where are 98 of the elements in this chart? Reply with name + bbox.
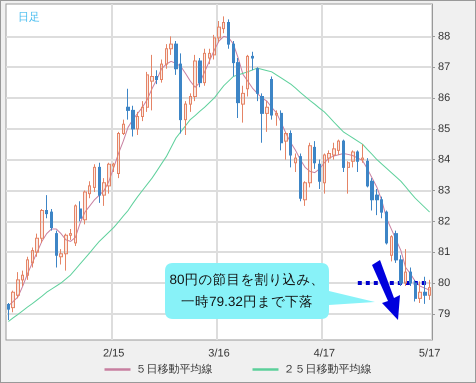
candlestick [332, 142, 336, 160]
candlestick [83, 190, 87, 225]
candlestick [217, 20, 221, 44]
candlestick [11, 290, 15, 313]
candlestick [428, 279, 431, 300]
line-series [8, 36, 430, 306]
candlestick [74, 204, 77, 246]
candlestick [141, 100, 144, 122]
candlestick [26, 256, 29, 280]
annotation: 80円の節目を割り込み、 [169, 271, 325, 289]
x-tick-label: 3/16 [208, 348, 230, 360]
candlestick [136, 111, 139, 136]
candlestick [122, 119, 125, 136]
candlestick [241, 85, 245, 124]
candlestick [270, 76, 273, 120]
candlestick [423, 276, 427, 304]
candlestick [299, 153, 302, 202]
candlestick [184, 100, 187, 136]
candlestick [351, 150, 355, 168]
candlestick [418, 280, 422, 304]
candlestick [284, 131, 288, 160]
candlestick [356, 150, 359, 172]
candlestick [69, 228, 72, 240]
x-tick-label: 2/15 [102, 348, 124, 360]
candlestick [160, 58, 163, 84]
candlestick [169, 36, 173, 56]
candlestick [16, 272, 20, 299]
candlestick [93, 164, 96, 193]
candlestick [342, 139, 345, 172]
candlestick [404, 248, 407, 287]
candlestick [107, 162, 111, 194]
legend-label: ２５日移動平均線 [284, 364, 372, 376]
candlestick [385, 210, 388, 245]
candlestick [227, 18, 230, 50]
candlestick [308, 142, 312, 188]
candlestick [45, 194, 48, 219]
x-tick-label: 5/17 [418, 348, 440, 360]
candlestick [260, 92, 264, 144]
candlestick [193, 54, 197, 102]
candlestick [361, 144, 364, 164]
candlestick [303, 180, 307, 206]
candlestick [256, 66, 259, 102]
candlestick [294, 153, 297, 172]
candlestick [203, 48, 206, 86]
candlestick [313, 140, 316, 170]
candlestick [189, 92, 192, 112]
candlestick [390, 234, 393, 262]
candlestick [318, 159, 321, 190]
candlestick [112, 162, 115, 172]
candlestick [31, 247, 34, 268]
candlestick [414, 279, 417, 302]
candlestick [265, 100, 269, 132]
candlestick [213, 34, 216, 60]
line-series [8, 68, 430, 322]
y-tick-label: 79 [438, 308, 450, 320]
candlestick [289, 130, 292, 168]
candlestick [337, 139, 340, 156]
candlestick [64, 233, 68, 272]
legend-label: ５日移動平均線 [136, 364, 212, 376]
candlestick [208, 48, 211, 65]
candlestick [347, 160, 350, 194]
candlestick [102, 178, 106, 206]
y-tick-label: 88 [438, 30, 450, 42]
candlestick [146, 71, 149, 112]
y-tick-label: 85 [438, 122, 450, 135]
y-tick-label: 84 [438, 154, 450, 166]
x-tick-label: 4/17 [314, 348, 336, 360]
candlestick [21, 270, 24, 287]
candlestick [246, 54, 249, 97]
y-tick-label: 87 [438, 61, 450, 74]
candlestick [55, 230, 58, 268]
candlestick [98, 162, 101, 204]
text: 日足 [18, 12, 40, 24]
y-tick-label: 82 [438, 215, 450, 228]
candlestick [150, 54, 154, 111]
candlestick [59, 248, 63, 265]
candlestick [323, 153, 326, 194]
candlestick [251, 51, 254, 71]
candlestick [280, 110, 283, 151]
candlestick [40, 208, 44, 244]
candlestick [222, 16, 225, 34]
candlestick [117, 131, 120, 179]
candlestick [7, 302, 10, 320]
candlestick [50, 208, 53, 232]
y-tick-label: 80 [438, 276, 450, 289]
candlestick [198, 57, 202, 88]
candlestick [409, 267, 412, 287]
y-tick-label: 83 [438, 184, 450, 196]
y-tick-label: 81 [438, 246, 450, 258]
candlestick [88, 180, 91, 199]
candlestick [79, 200, 82, 222]
candlestick [35, 233, 39, 258]
candlestick [275, 110, 278, 126]
candlestick [327, 150, 331, 164]
candlestick [155, 70, 158, 85]
annotation: 一時79.32円まで下落 [181, 293, 313, 311]
y-tick-label: 86 [438, 92, 450, 104]
candlestick [165, 44, 168, 70]
